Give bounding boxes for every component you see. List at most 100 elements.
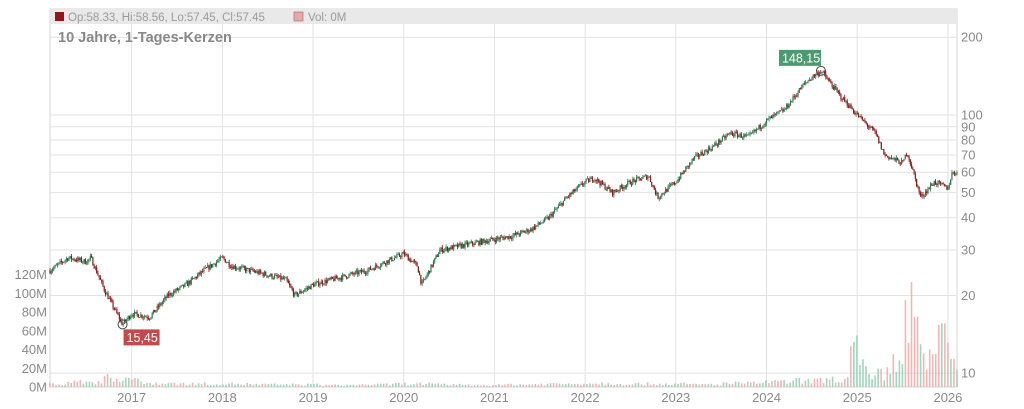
candle-body: [479, 239, 481, 245]
candle-body: [740, 133, 742, 138]
volume-bar: [176, 385, 179, 387]
price-tick-label: 70: [961, 147, 975, 162]
candle-body: [79, 258, 81, 261]
candle-body: [553, 209, 556, 213]
volume-bar: [937, 324, 940, 387]
candle-body: [474, 241, 476, 245]
candle-body: [82, 261, 84, 263]
candle-body: [887, 155, 889, 157]
volume-bar: [388, 385, 391, 387]
candle-body: [860, 116, 862, 117]
candle-body: [62, 262, 64, 263]
candle-body: [941, 183, 943, 184]
time-tick-label: 2024: [752, 390, 781, 405]
candle-body: [710, 149, 712, 151]
candle-body: [716, 144, 718, 146]
candle-body: [717, 140, 720, 145]
volume-bar: [492, 385, 494, 387]
candle-body: [711, 146, 713, 151]
candle-body: [627, 181, 629, 185]
candle-body: [58, 262, 60, 265]
candle-body: [302, 291, 305, 293]
candle-body: [777, 111, 779, 113]
volume-bar: [837, 382, 840, 387]
volume-bar: [661, 385, 664, 387]
candle-body: [945, 185, 947, 187]
candle-body: [413, 260, 416, 262]
candle-body: [391, 257, 393, 261]
candle-body: [723, 135, 725, 137]
candle-body: [70, 255, 73, 260]
volume-bar: [622, 385, 625, 387]
candle-body: [652, 185, 654, 187]
candle-body: [850, 104, 852, 109]
volume-bar: [901, 364, 904, 387]
volume-bar: [786, 383, 788, 387]
candle-body: [212, 264, 214, 268]
volume-bar: [158, 384, 161, 387]
candle-body: [487, 241, 489, 244]
volume-bar: [680, 382, 682, 387]
candle-body: [530, 228, 532, 232]
candle-body: [755, 128, 758, 131]
candle-body: [514, 233, 517, 235]
candle-body: [355, 270, 358, 272]
candle-body: [559, 204, 561, 206]
candle-body: [535, 225, 537, 230]
candle-body: [507, 236, 509, 240]
candle-body: [358, 271, 360, 275]
candle-body: [162, 299, 165, 303]
volume-bar: [282, 384, 285, 387]
candle-body: [694, 156, 696, 160]
candle-body: [825, 73, 827, 77]
volume-bar: [434, 383, 437, 387]
candle-body: [150, 317, 152, 320]
candle-body: [837, 90, 840, 93]
candle-body: [688, 162, 691, 167]
candle-body: [700, 152, 702, 156]
candle-body: [359, 270, 361, 272]
volume-bar: [191, 382, 194, 387]
candle-body: [876, 134, 879, 137]
candle-body: [468, 242, 470, 246]
candle-body: [144, 316, 146, 318]
candle-body: [260, 270, 262, 273]
candle-body: [739, 133, 741, 136]
candle-body: [855, 113, 857, 115]
candle-body: [318, 281, 320, 286]
candle-body: [744, 134, 746, 136]
candle-body: [736, 132, 739, 137]
volume-bar: [904, 300, 907, 387]
candle-body: [937, 181, 939, 185]
candle-body: [881, 149, 884, 150]
volume-bar: [328, 385, 330, 387]
candle-body: [349, 273, 351, 275]
candle-body: [400, 256, 402, 258]
candle-body: [840, 93, 842, 99]
candle-body: [249, 268, 252, 273]
candle-body: [651, 181, 653, 186]
candle-body: [864, 120, 866, 122]
candle-body: [367, 269, 369, 274]
volume-bar: [294, 384, 297, 387]
candle-body: [622, 186, 624, 189]
candle-body: [875, 131, 877, 135]
volume-bar: [907, 342, 910, 387]
volume-bar: [288, 385, 291, 387]
candle-body: [156, 305, 158, 311]
volume-bar: [222, 384, 224, 387]
volume-bar: [373, 384, 376, 387]
candle-body: [895, 157, 898, 161]
candle-body: [296, 292, 298, 296]
volume-bar: [419, 382, 421, 387]
candle-body: [501, 236, 503, 238]
time-tick-label: 2020: [389, 390, 418, 405]
candle-body: [118, 314, 120, 320]
candle-body: [919, 192, 922, 196]
candle-body: [324, 279, 326, 285]
candle-body: [782, 109, 784, 112]
candle-body: [666, 188, 668, 192]
candle-body: [913, 169, 915, 174]
candle-body: [102, 281, 104, 287]
volume-bar: [601, 382, 603, 387]
